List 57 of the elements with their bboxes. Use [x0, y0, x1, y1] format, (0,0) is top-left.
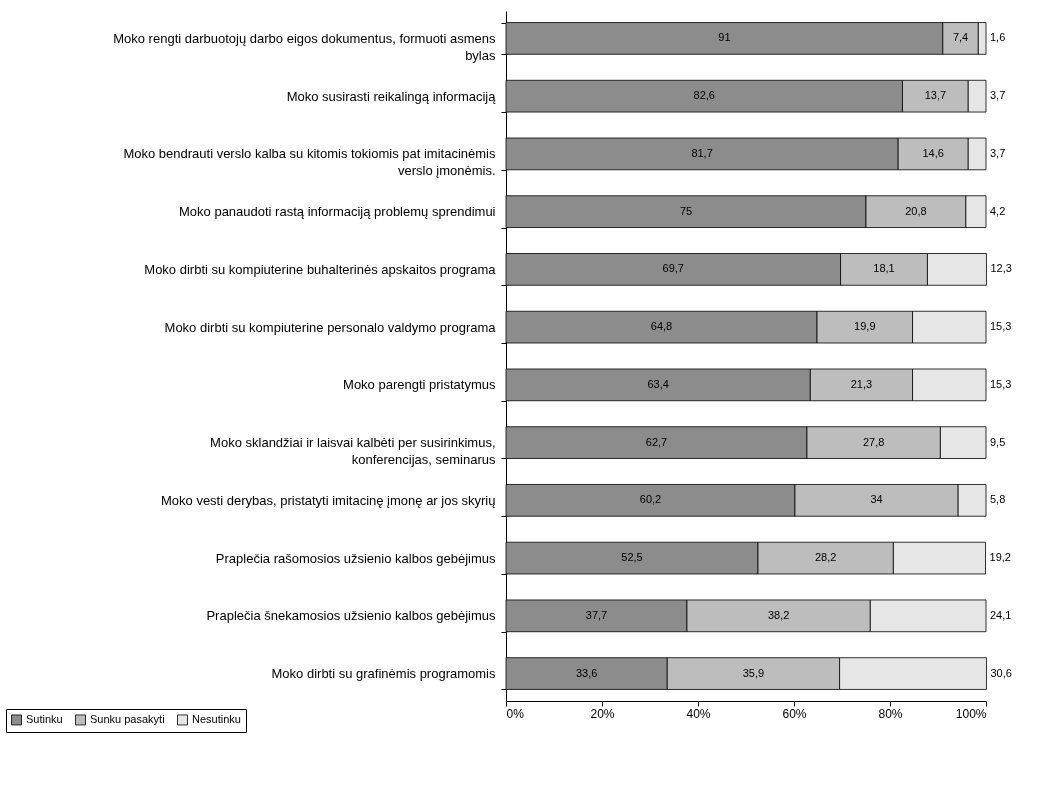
x-tick-label: 100%: [955, 706, 987, 721]
data-label: 60,2: [639, 493, 662, 506]
data-label: 34: [870, 493, 883, 506]
data-label: 14,6: [922, 146, 944, 159]
data-label: 33,6: [575, 666, 598, 679]
data-label: 20,8: [905, 204, 927, 217]
data-label: 13,7: [924, 89, 947, 102]
data-label: 75: [679, 204, 693, 217]
data-label: 52,5: [621, 551, 643, 564]
data-label: 18,1: [873, 262, 895, 275]
data-label: 28,2: [814, 551, 837, 564]
data-label: 19,9: [854, 320, 876, 333]
data-label: 30,6: [990, 666, 1012, 679]
data-label: 62,7: [645, 435, 668, 448]
data-label: 64,8: [650, 320, 673, 333]
y-tick-label: Moko vesti derybas, pristatyti imitacinę įmonę ar jos skyrių: [160, 492, 496, 508]
data-label: 1,6: [990, 31, 1006, 44]
data-label: 9,5: [990, 435, 1006, 448]
data-label: 5,8: [990, 493, 1006, 506]
data-label: 3,7: [990, 89, 1006, 102]
x-tick-label: 60%: [782, 706, 807, 721]
y-tick-label: Moko panaudoti rastą informaciją problemų sprendimui: [179, 204, 496, 220]
data-label: 81,7: [691, 146, 713, 159]
data-label: 35,9: [742, 666, 765, 679]
data-label: 27,8: [862, 435, 885, 448]
y-tick-label: Moko rengti darbuotojų darbo eigos dokumentus, formuoti asmens bylas: [113, 30, 496, 63]
data-label: 4,2: [990, 204, 1006, 217]
y-tick-label: Moko parengti pristatymus: [343, 377, 496, 393]
data-label: 38,2: [767, 608, 790, 621]
legend-label: Sunku pasakyti: [90, 712, 165, 725]
y-tick-label: Moko susirasti reikalingą informaciją: [286, 88, 497, 104]
data-label: 69,7: [662, 262, 684, 275]
y-tick-label: Moko dirbti su kompiuterine buhalterinės apskaitos programa: [144, 261, 497, 277]
x-tick-label: 80%: [878, 706, 903, 721]
y-tick-label: Moko sklandžiai ir laisvai kalbėti per susirinkimus, konferencijas, seminarus: [210, 435, 496, 468]
data-label: 91: [718, 31, 731, 44]
y-tick-label: Praplečia rašomosios užsienio kalbos gebėjimus: [215, 550, 496, 566]
data-label: 24,1: [990, 608, 1012, 621]
data-label: 12,3: [990, 262, 1012, 275]
y-tick-label: Moko bendrauti verslo kalba su kitomis tokiomis pat imitacinėmis verslo įmonėmis.: [123, 146, 496, 179]
data-label: 21,3: [850, 377, 873, 390]
data-label: 82,6: [693, 89, 715, 102]
y-tick-label: Moko dirbti su grafinėmis programomis: [271, 666, 496, 682]
data-label: 15,3: [990, 320, 1012, 333]
x-tick-label: 40%: [686, 706, 711, 721]
data-label: 3,7: [990, 146, 1006, 159]
data-label: 15,3: [990, 377, 1012, 390]
data-label: 63,4: [647, 377, 669, 390]
legend-label: Sutinku: [26, 712, 63, 725]
y-tick-label: Moko dirbti su kompiuterine personalo valdymo programa: [164, 319, 497, 335]
data-label: 19,2: [989, 551, 1011, 564]
x-tick-label: 0%: [506, 706, 525, 721]
y-tick-label: Praplečia šnekamosios užsienio kalbos gebėjimus: [206, 608, 496, 624]
legend-label: Nesutinku: [192, 712, 241, 725]
x-tick-label: 20%: [590, 706, 615, 721]
data-label: 37,7: [585, 608, 608, 621]
data-label: 7,4: [952, 31, 969, 44]
